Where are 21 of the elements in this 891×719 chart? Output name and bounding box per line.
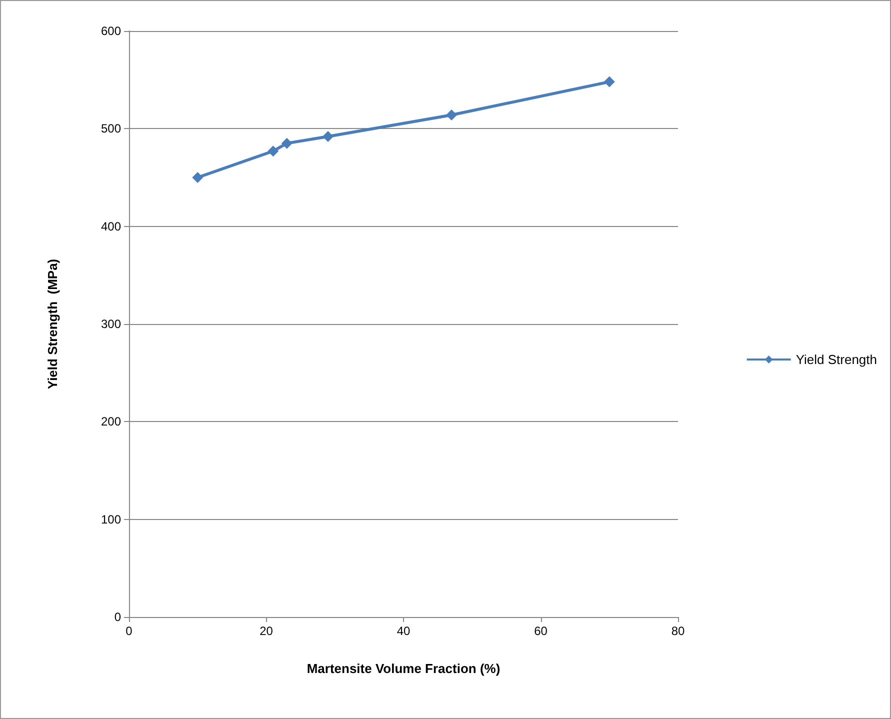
y-tick-label: 400 [100,219,122,234]
x-tick-label: 20 [260,624,274,638]
point [322,130,334,142]
y-tick-label: 300 [100,317,122,331]
legend-label: Yield Strength [796,352,878,367]
x-tick-label: 0 [126,624,133,638]
y-tick-label: 500 [100,122,122,136]
y-axis-title: Yield Strength (MPa) [45,258,60,390]
point [446,109,458,120]
point [192,172,204,183]
x-tick-label: 60 [534,624,548,638]
x-tick-label: 40 [396,624,410,638]
point [281,138,292,149]
y-tick-label: 600 [100,24,122,38]
x-tick-label: 80 [671,624,685,638]
y-tick-label: 200 [100,414,122,429]
point [604,76,615,88]
x-axis-title: Martensite Volume Fraction (%) [306,661,500,676]
y-tick-label: 0 [114,610,122,624]
y-tick-label: 100 [100,512,122,526]
point [268,146,279,157]
